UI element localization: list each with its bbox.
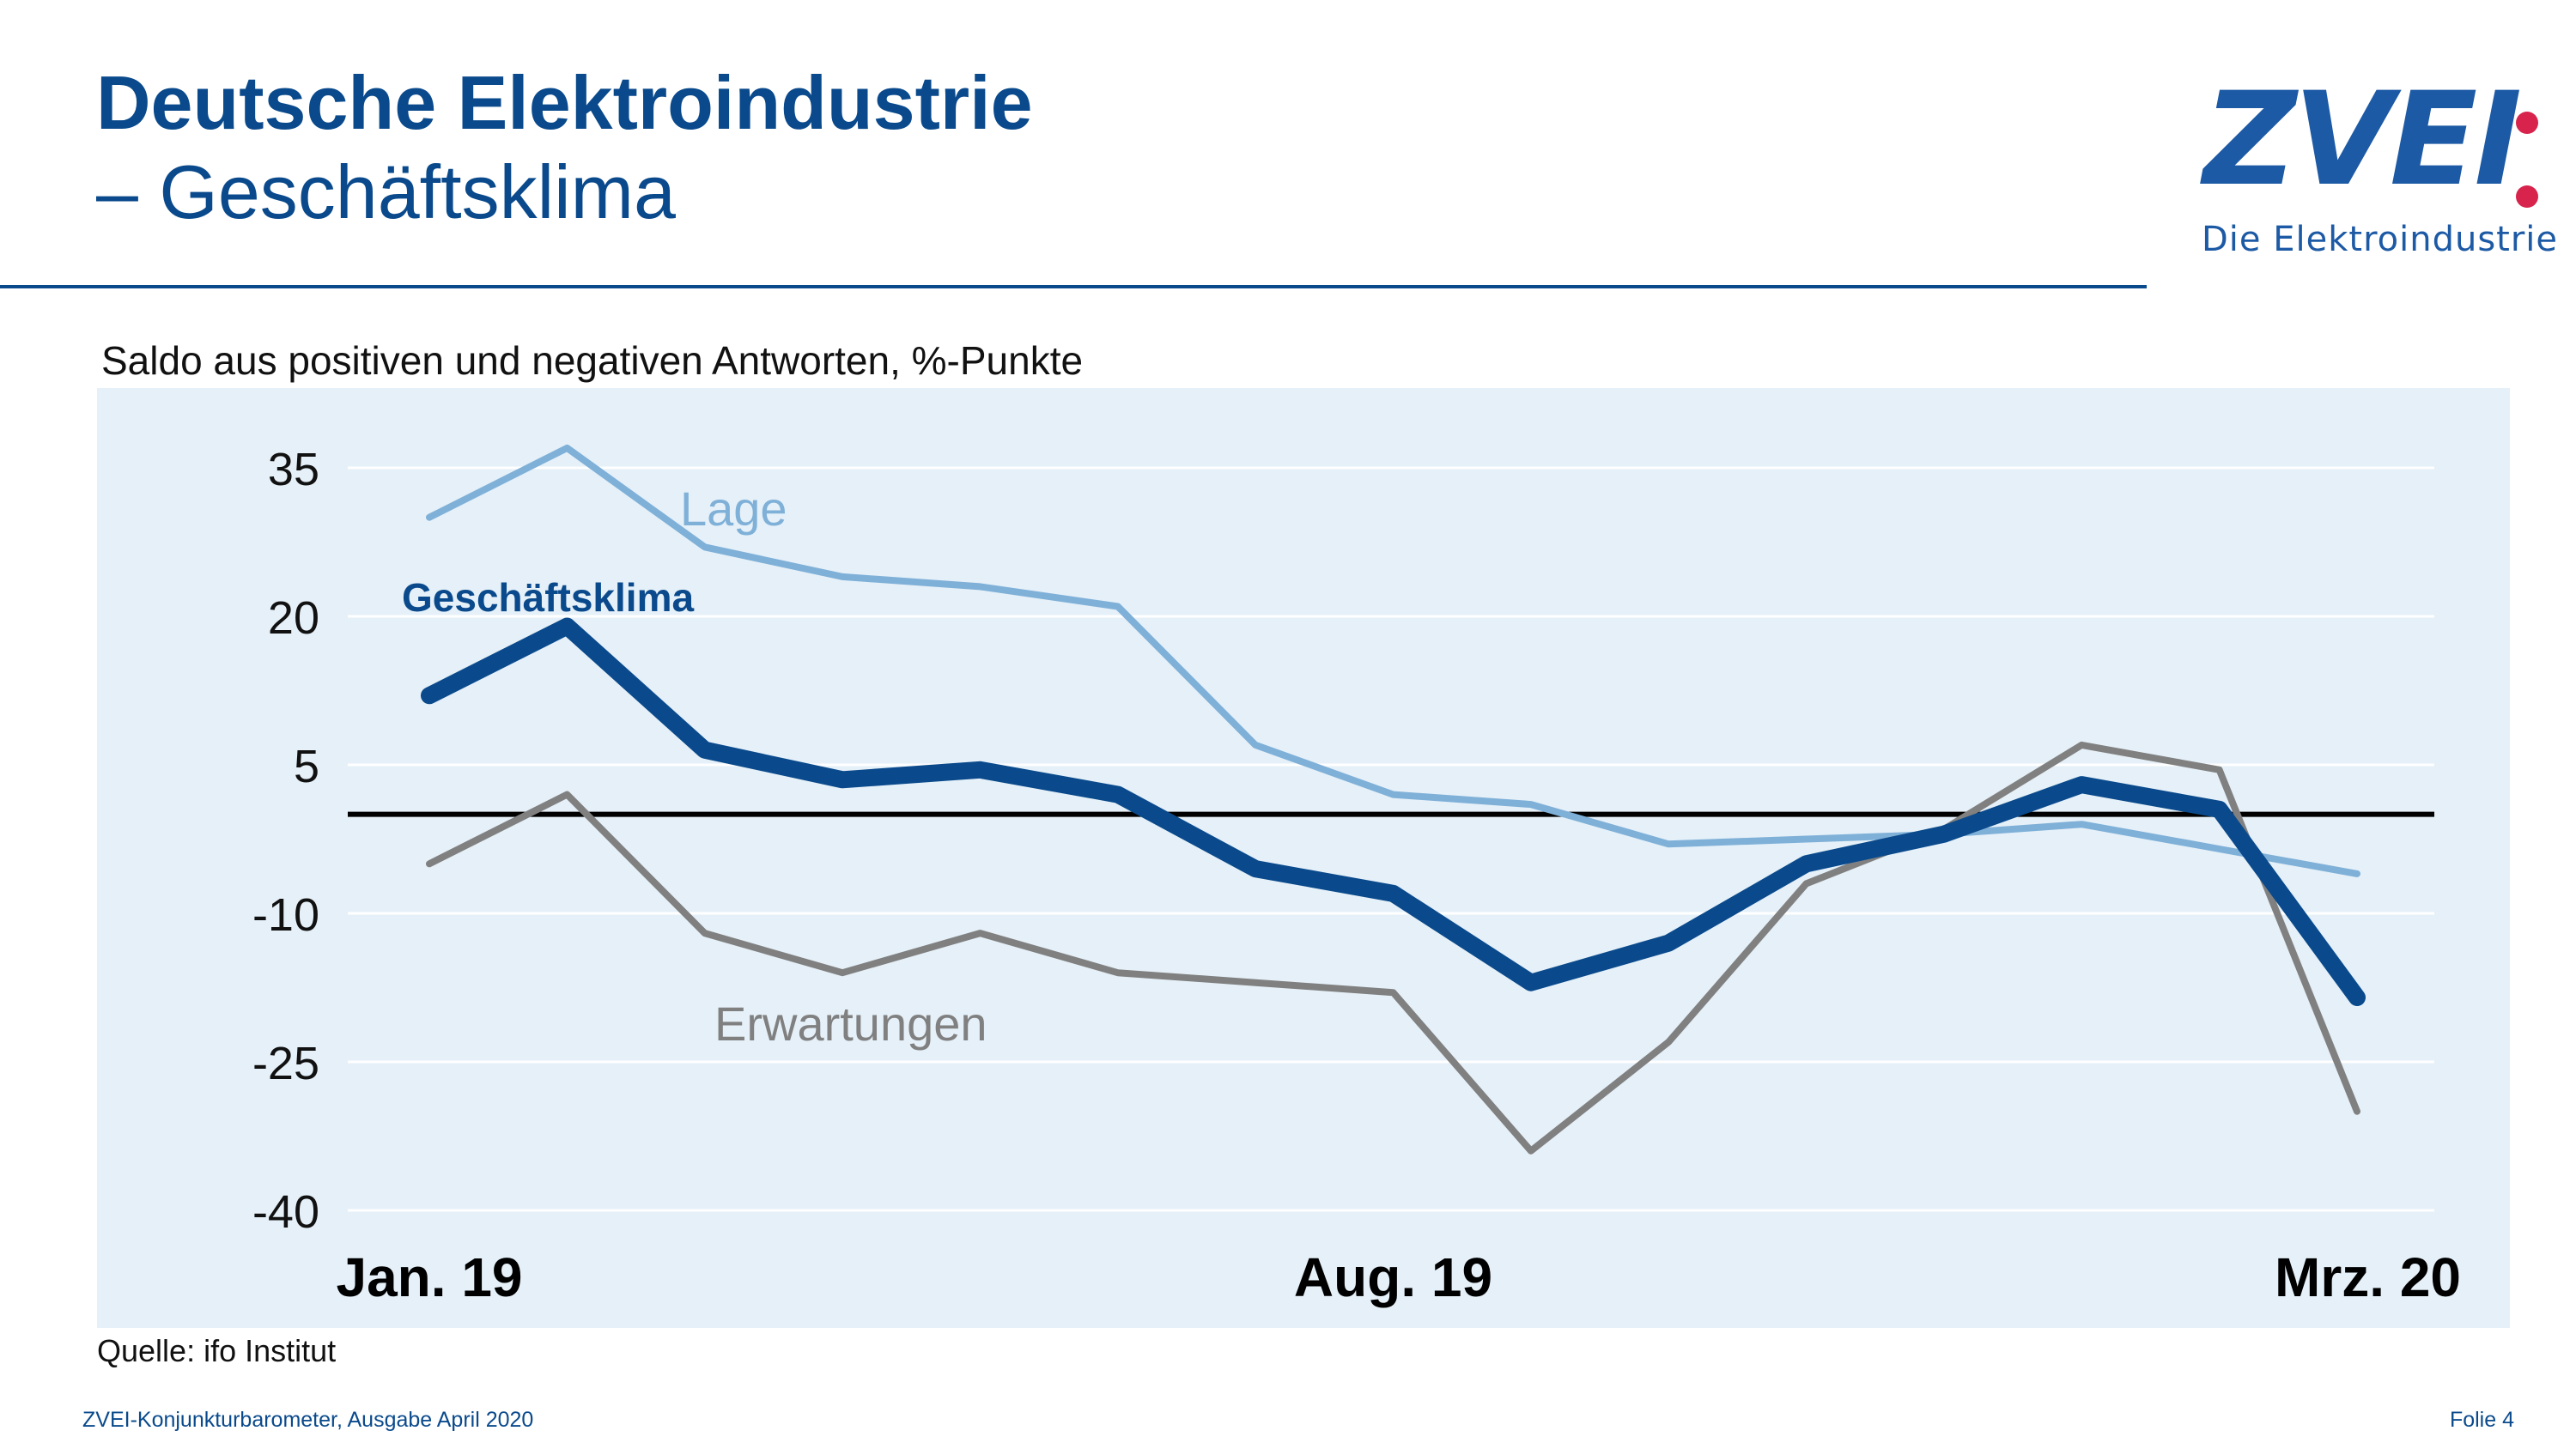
x-tick-label: Aug. 19 [1294, 1246, 1492, 1308]
logo-wordmark: ZVEI [2203, 65, 2522, 215]
y-tick-label: 5 [294, 741, 319, 792]
series-line-lage [426, 444, 2360, 877]
footer-publication: ZVEI-Konjunkturbarometer, Ausgabe April … [82, 1408, 534, 1432]
chart-subtitle: Saldo aus positiven und negativen Antwor… [101, 338, 1084, 383]
header-divider [0, 285, 2147, 288]
footer-slide-number: Folie 4 [2449, 1408, 2514, 1432]
series-label-erwartungen: Erwartungen [714, 997, 987, 1051]
series-label-lage: Lage [680, 482, 787, 536]
title-line-2: – Geschäftsklima [96, 149, 676, 234]
source-note: Quelle: ifo Institut [97, 1333, 337, 1368]
zvei-logo: ZVEI Die Elektroindustrie [2198, 65, 2557, 264]
y-tick-label: 35 [268, 444, 319, 495]
logo-colon-icon [2516, 112, 2538, 208]
series-label-geschaeftsklima: Geschäftsklima [402, 575, 694, 620]
series-line-erwartungen [426, 741, 2360, 1155]
y-tick-label: -25 [252, 1038, 319, 1089]
chart-area [97, 388, 2510, 1328]
logo-subtitle: Die Elektroindustrie [2202, 220, 2559, 259]
x-tick-label: Jan. 19 [336, 1246, 522, 1308]
y-tick-label: -40 [252, 1186, 319, 1238]
y-tick-label: -10 [252, 889, 319, 941]
x-tick-label: Mrz. 20 [2275, 1246, 2461, 1308]
y-tick-label: 20 [268, 592, 319, 644]
series-line-geschaeftsklima [421, 617, 2366, 1006]
slide-title: Deutsche Elektroindustrie – Geschäftskli… [96, 58, 1033, 237]
title-line-1: Deutsche Elektroindustrie [96, 60, 1033, 145]
